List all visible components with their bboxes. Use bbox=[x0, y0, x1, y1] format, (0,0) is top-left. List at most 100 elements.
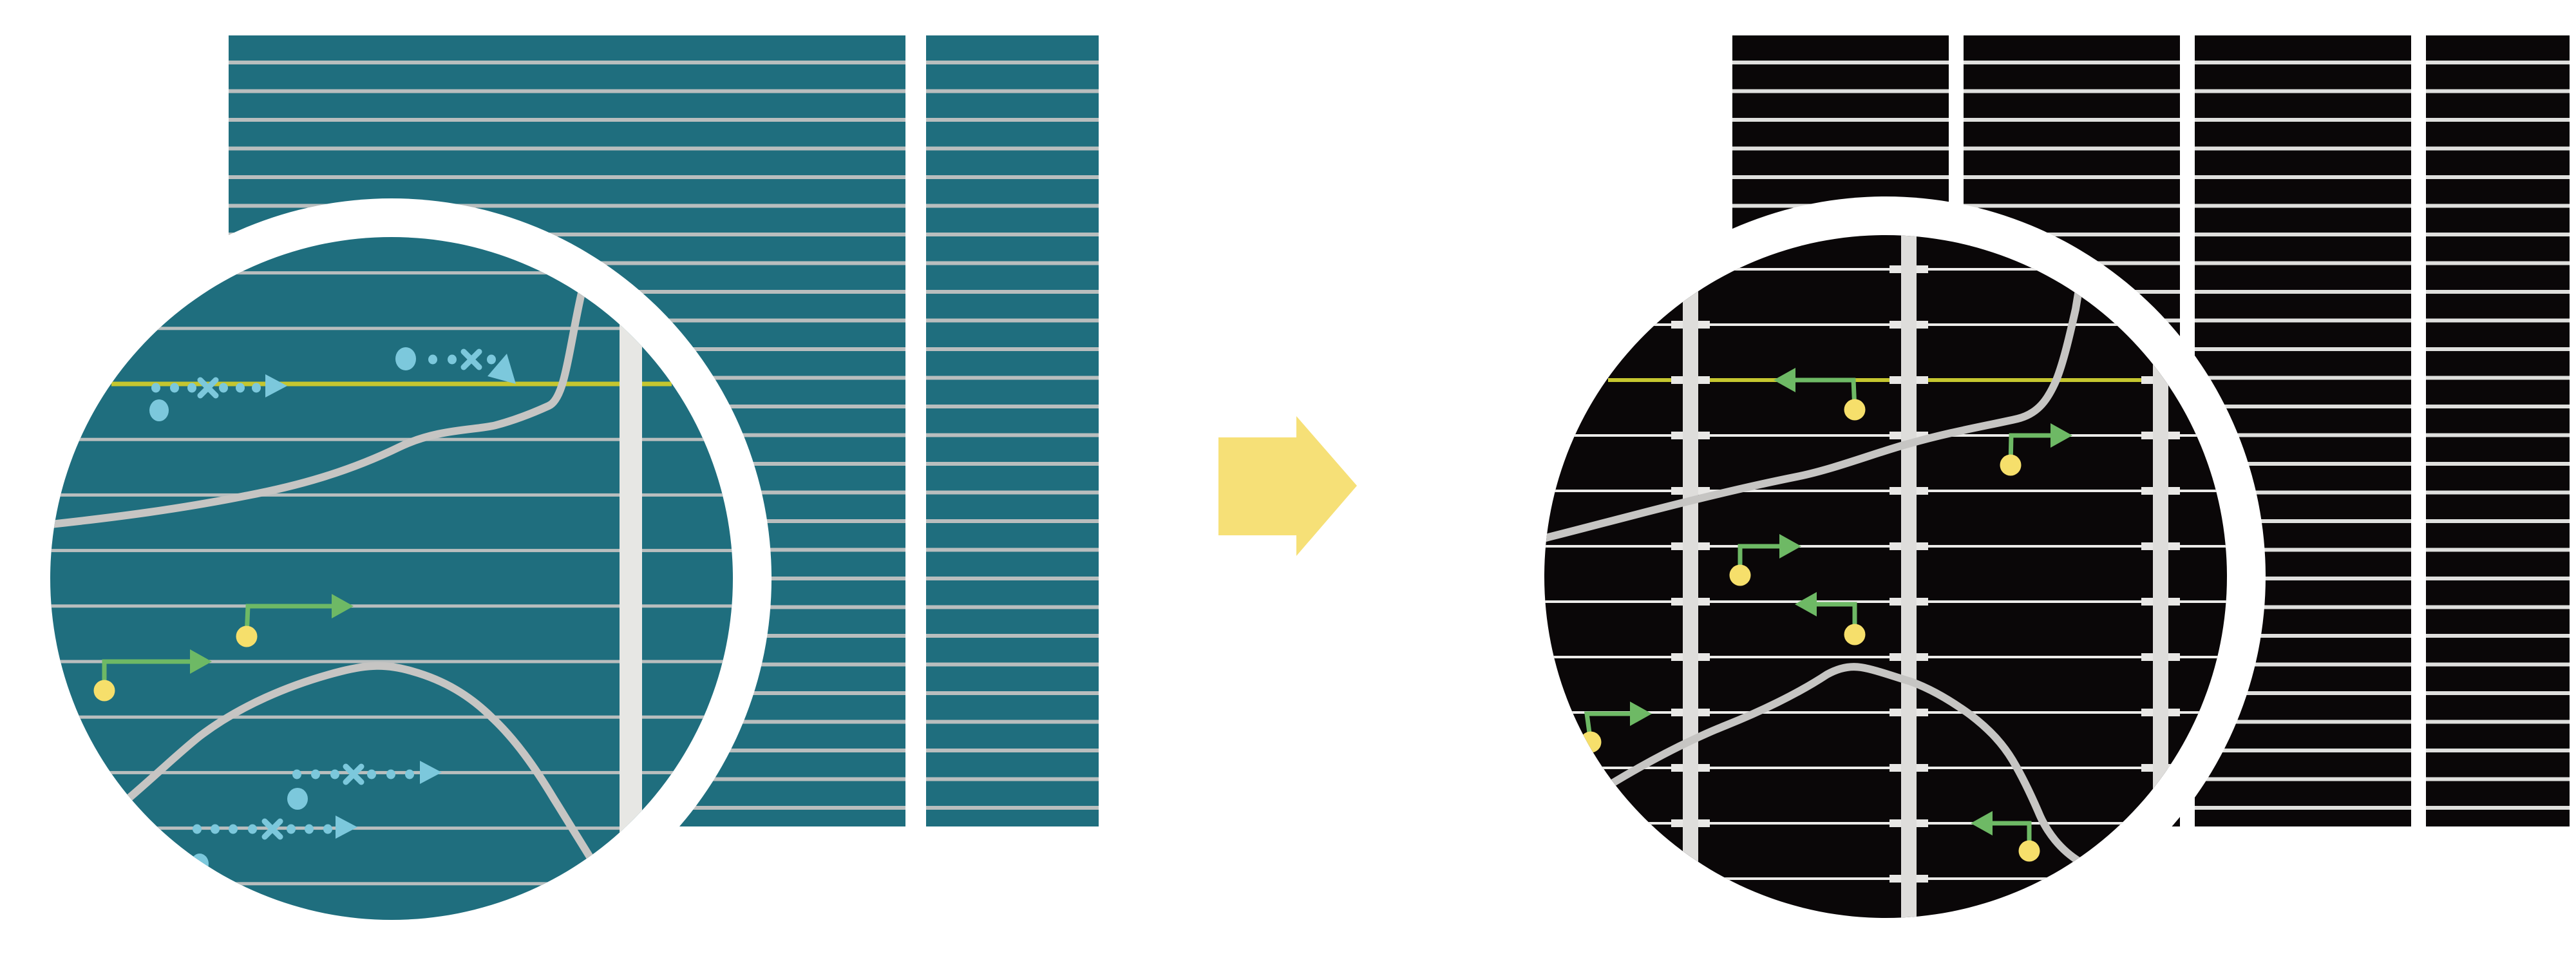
finger-line bbox=[1544, 490, 2227, 492]
finger-line bbox=[1732, 61, 1949, 64]
finger-line bbox=[229, 61, 905, 64]
finger-line bbox=[926, 376, 1099, 380]
finger-line bbox=[1544, 822, 2227, 825]
impurity-particle bbox=[149, 399, 169, 421]
finger-line bbox=[2426, 605, 2570, 609]
solder-pad bbox=[1917, 321, 1928, 329]
impurity-dot bbox=[428, 354, 437, 365]
finger-line bbox=[2195, 89, 2411, 93]
finger-line bbox=[926, 662, 1099, 667]
getter-arrowhead-icon bbox=[332, 594, 354, 618]
finger-line bbox=[2195, 806, 2411, 810]
finger-line bbox=[926, 777, 1099, 781]
gettered-impurity-dot bbox=[1729, 564, 1751, 586]
solder-pad bbox=[1671, 764, 1683, 772]
magnifier-lens bbox=[50, 237, 733, 920]
getter-arrow bbox=[93, 649, 212, 702]
finger-line bbox=[1544, 877, 2227, 880]
finger-line bbox=[229, 146, 905, 151]
finger-line bbox=[229, 204, 905, 208]
finger-line bbox=[2426, 490, 2570, 495]
getter-arrow bbox=[1971, 811, 2040, 862]
finger-line bbox=[1964, 175, 2180, 179]
impurity-dot bbox=[311, 769, 320, 779]
impurity-dot bbox=[187, 383, 196, 393]
finger-line bbox=[50, 271, 733, 275]
solder-pad bbox=[2168, 487, 2180, 495]
solder-pad bbox=[1698, 709, 1710, 716]
finger-line bbox=[926, 233, 1099, 236]
finger-line bbox=[926, 490, 1099, 495]
solder-pad bbox=[2141, 930, 2153, 938]
finger-line bbox=[926, 577, 1099, 580]
finger-line bbox=[1544, 268, 2227, 271]
defect-x-icon bbox=[343, 763, 365, 785]
impurity-dot bbox=[287, 824, 296, 834]
finger-line bbox=[1544, 711, 2227, 714]
impurity-dot bbox=[193, 824, 202, 834]
grain-boundary-curve bbox=[50, 289, 585, 528]
gettered-impurity-dot bbox=[2000, 454, 2022, 476]
finger-line bbox=[2195, 749, 2411, 752]
solder-pad bbox=[1671, 598, 1683, 606]
finger-line bbox=[926, 118, 1099, 122]
solder-pad bbox=[1889, 265, 1901, 273]
impurity-dot bbox=[219, 383, 228, 393]
gettered-impurity-dot bbox=[1844, 399, 1866, 421]
impurity-dot bbox=[252, 383, 261, 393]
solder-pad bbox=[2141, 598, 2153, 606]
grain-boundary-curve bbox=[112, 662, 594, 862]
finger-line bbox=[50, 549, 733, 553]
solder-pad bbox=[1889, 764, 1901, 772]
finger-line bbox=[50, 493, 733, 497]
solder-pad bbox=[1889, 487, 1901, 495]
magnifier-before bbox=[12, 198, 772, 959]
getter-arrowhead-icon bbox=[1774, 368, 1795, 392]
finger-line bbox=[2426, 61, 2570, 64]
impurity-dot bbox=[151, 383, 160, 393]
finger-line bbox=[2195, 290, 2411, 294]
magnifier-after bbox=[1506, 196, 2266, 957]
finger-line bbox=[2195, 318, 2411, 323]
impurity-particle bbox=[395, 347, 416, 370]
finger-line bbox=[2195, 462, 2411, 466]
finger-line bbox=[2426, 405, 2570, 408]
finger-line bbox=[50, 604, 733, 608]
impurity-dot bbox=[330, 769, 339, 779]
finger-line bbox=[2195, 61, 2411, 64]
solder-pad bbox=[1698, 819, 1710, 827]
finger-line bbox=[2195, 777, 2411, 781]
solder-pad bbox=[1671, 819, 1683, 827]
finger-line bbox=[926, 318, 1099, 323]
finger-line bbox=[2426, 233, 2570, 236]
solder-pad bbox=[1671, 653, 1683, 661]
finger-line bbox=[2195, 118, 2411, 122]
finger-line bbox=[50, 826, 733, 830]
solder-pad bbox=[2141, 432, 2153, 439]
finger-line bbox=[926, 720, 1099, 724]
finger-line bbox=[2426, 433, 2570, 437]
impurity-drift-row bbox=[287, 761, 442, 810]
finger-line bbox=[1544, 600, 2227, 603]
solder-pad bbox=[1889, 819, 1901, 827]
getter-arrow bbox=[236, 594, 354, 647]
process-arrow-icon bbox=[1218, 416, 1357, 556]
impurity-drift-row bbox=[149, 374, 287, 421]
getter-arrowhead-icon bbox=[190, 649, 212, 674]
magnifier-content bbox=[50, 237, 733, 920]
solder-pad bbox=[1671, 709, 1683, 716]
solder-pad bbox=[2168, 930, 2180, 938]
finger-line bbox=[926, 462, 1099, 466]
finger-line bbox=[2195, 605, 2411, 609]
finger-line bbox=[2195, 490, 2411, 495]
magnifier-lens bbox=[1544, 235, 2227, 918]
finger-line bbox=[2426, 118, 2570, 122]
finger-line bbox=[2426, 347, 2570, 351]
finger-line bbox=[1964, 233, 2180, 236]
impurity-dot bbox=[236, 383, 245, 393]
finger-line bbox=[50, 882, 733, 886]
solder-pad bbox=[1917, 598, 1928, 606]
solder-pad bbox=[1698, 542, 1710, 550]
finger-line bbox=[926, 347, 1099, 351]
